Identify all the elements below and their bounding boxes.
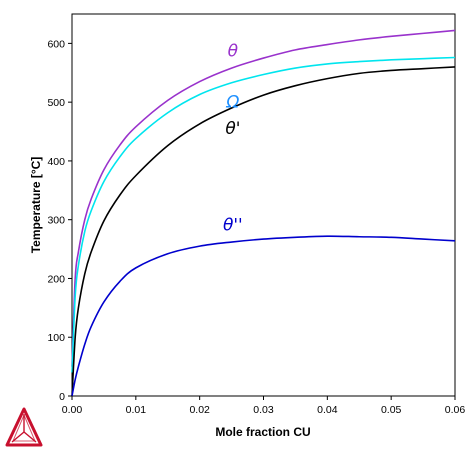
y-tick-label: 300 bbox=[47, 215, 65, 227]
y-tick-label: 200 bbox=[47, 273, 65, 285]
curves bbox=[71, 29, 456, 397]
x-tick-label: 0.01 bbox=[126, 404, 147, 416]
x-axis: 0.00 0.01 0.02 0.03 0.04 0.05 0.06 bbox=[62, 396, 466, 416]
y-axis-label: Temperature [°C] bbox=[29, 157, 43, 254]
curve-label: Ω bbox=[225, 92, 239, 112]
curve-label: θ bbox=[228, 41, 239, 61]
y-tick-label: 500 bbox=[47, 97, 65, 109]
x-tick-label: 0.00 bbox=[62, 404, 83, 416]
y-tick-label: 0 bbox=[59, 391, 65, 403]
x-tick-label: 0.05 bbox=[381, 404, 402, 416]
y-tick-label: 400 bbox=[47, 156, 65, 168]
x-tick-label: 0.03 bbox=[253, 404, 274, 416]
x-tick-label: 0.04 bbox=[317, 404, 338, 416]
x-tick-label: 0.02 bbox=[189, 404, 210, 416]
x-axis-label: Mole fraction CU bbox=[215, 425, 310, 439]
y-axis: 0 100 200 300 400 500 600 bbox=[47, 38, 72, 403]
series-line-2 bbox=[71, 66, 456, 397]
series-line-0 bbox=[71, 29, 456, 367]
curve-label: θ' bbox=[225, 119, 240, 139]
curve-labels: θ Ωθ' θ'' bbox=[223, 41, 243, 235]
x-tick-label: 0.06 bbox=[445, 404, 466, 416]
curve-label: θ'' bbox=[223, 215, 243, 235]
y-tick-label: 100 bbox=[47, 332, 65, 344]
series-line-1 bbox=[71, 56, 456, 373]
plot-frame bbox=[71, 13, 456, 397]
thermo-calc-logo-icon bbox=[5, 407, 43, 447]
y-tick-label: 600 bbox=[47, 38, 65, 50]
series-line-3 bbox=[71, 235, 456, 397]
